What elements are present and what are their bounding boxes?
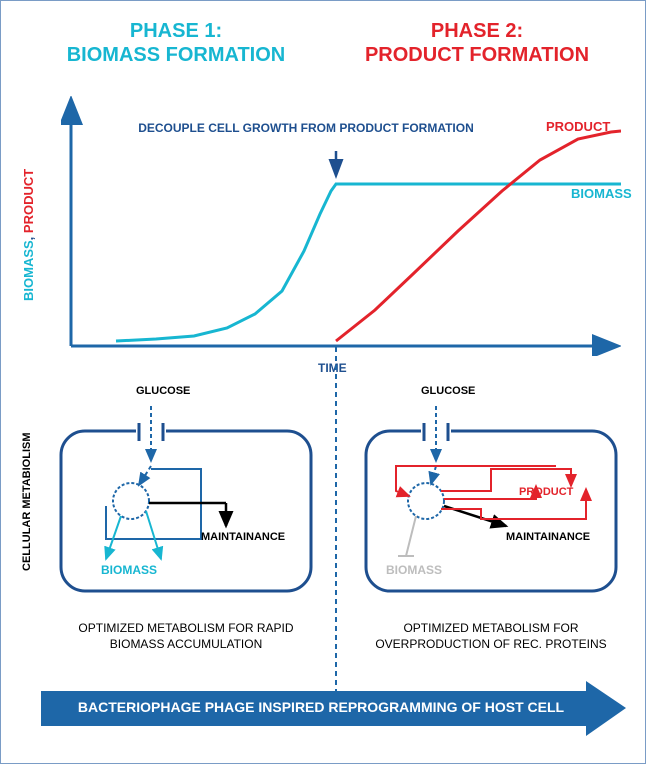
right-cell [356,391,626,621]
right-biomass-label: BIOMASS [386,563,442,577]
left-maintenance-label: MAINTAINANCE [201,531,285,543]
y-label-biomass: BIOMASS [21,240,36,301]
phase1-line1: PHASE 1: BIOMASS FORMATION [67,20,286,66]
left-biomass-label: BIOMASS [101,563,157,577]
phase1-title: PHASE 1: BIOMASS FORMATION [31,19,321,67]
left-cell-caption: OPTIMIZED METABOLISM FOR RAPID BIOMASS A… [61,621,311,652]
phase2-line1: PHASE 2: PRODUCT FORMATION [365,20,589,66]
phase-divider [334,347,338,717]
left-glucose-label: GLUCOSE [136,385,190,397]
right-glucose-label: GLUCOSE [421,385,475,397]
left-cell [51,391,321,621]
growth-chart [61,96,621,356]
right-maintenance-label: MAINTAINANCE [506,531,590,543]
decouple-label: DECOUPLE CELL GROWTH FROM PRODUCT FORMAT… [106,121,506,135]
right-cell-caption: OPTIMIZED METABOLISM FOR OVERPRODUCTION … [366,621,616,652]
right-product-label: PRODUCT [519,486,573,498]
y-label-sep: , [21,233,36,240]
y-axis-label: BIOMASS, PRODUCT [21,169,36,301]
phase2-title: PHASE 2: PRODUCT FORMATION [327,19,627,67]
biomass-curve-label: BIOMASS [571,186,632,201]
cellular-label: CELLULAR METABIOLISM [21,432,33,571]
product-curve-label: PRODUCT [546,119,610,134]
x-axis-label: TIME [318,361,347,375]
diagram-frame: PHASE 1: BIOMASS FORMATION PHASE 2: PROD… [0,0,646,764]
y-label-product: PRODUCT [21,169,36,233]
big-arrow-text: BACTERIOPHAGE PHAGE INSPIRED REPROGRAMMI… [41,699,601,715]
